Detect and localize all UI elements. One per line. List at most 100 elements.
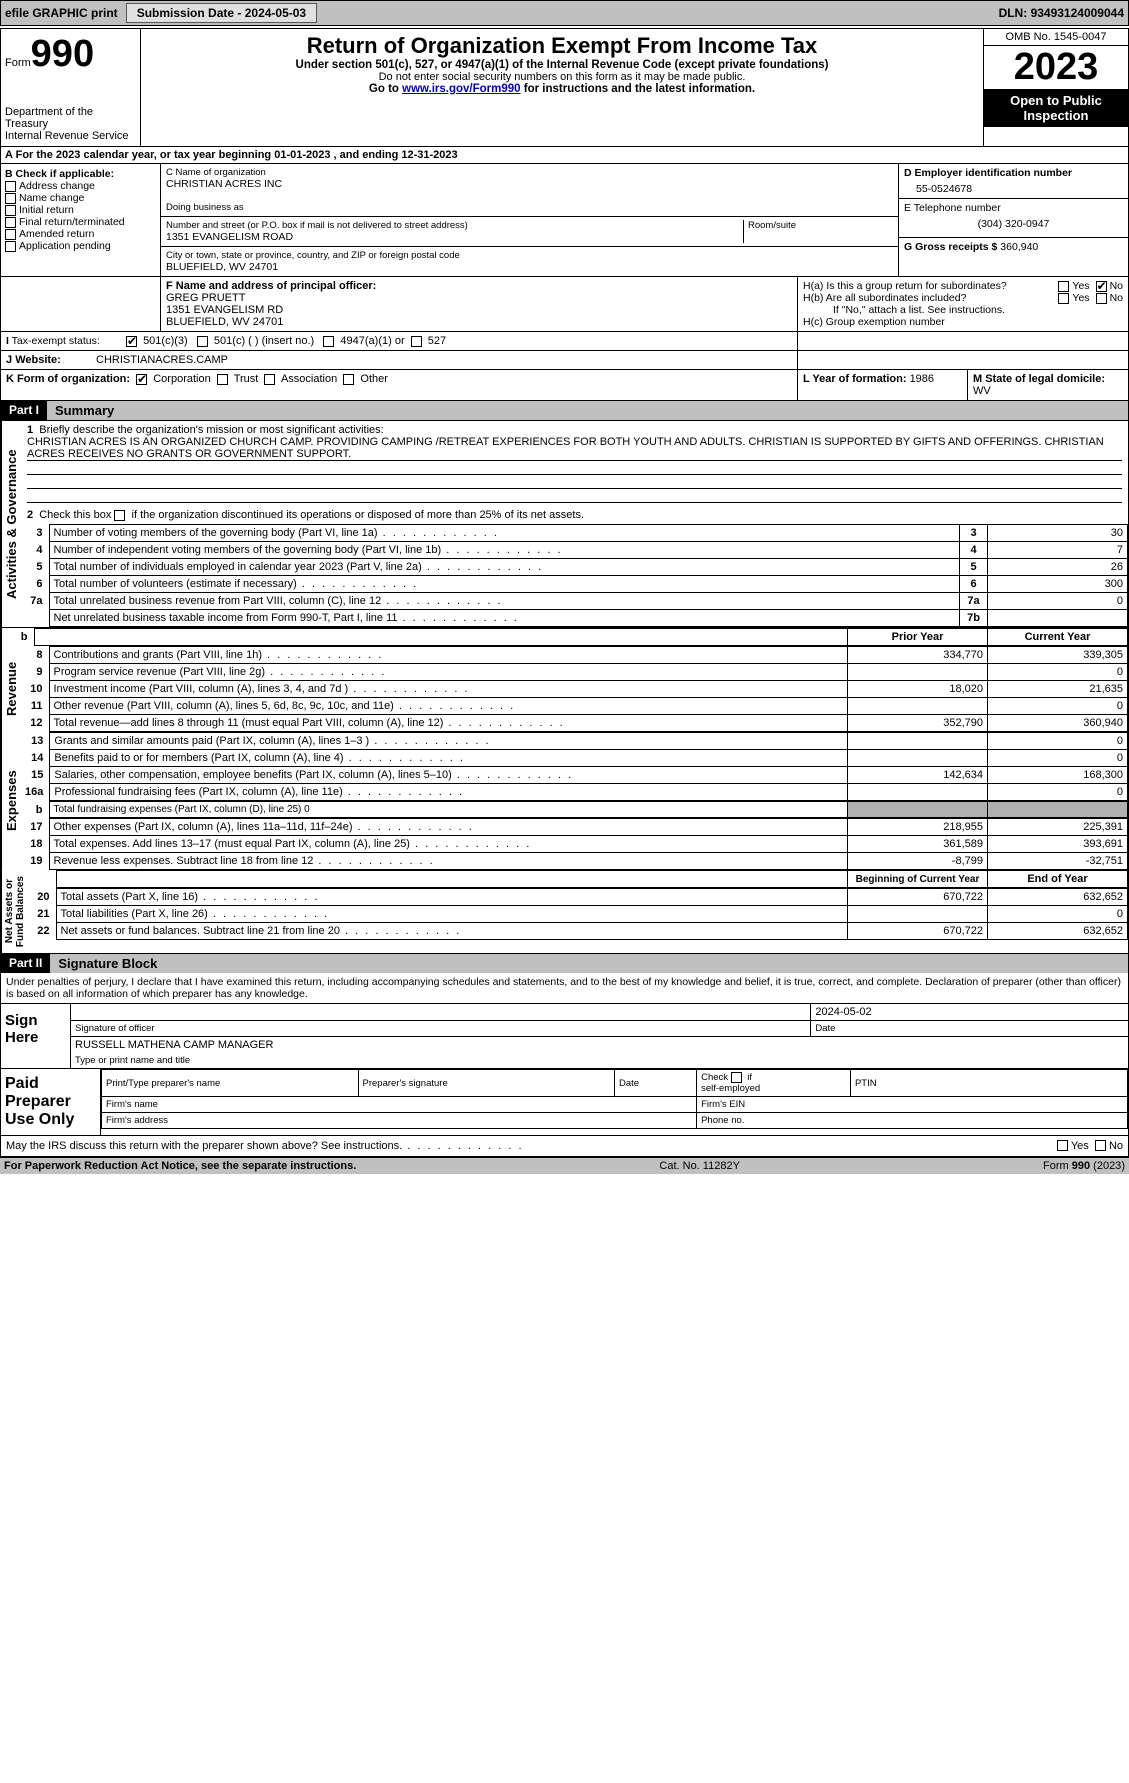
- gross-value: 360,940: [1000, 241, 1038, 253]
- form-id-block: Form990 Department of the Treasury Inter…: [1, 29, 141, 146]
- phone-label: E Telephone number: [904, 202, 1123, 214]
- vlabel-activities: Activities & Governance: [1, 421, 21, 627]
- summary-top-table: 3Number of voting members of the governi…: [21, 524, 1128, 627]
- chk-ha-yes[interactable]: [1058, 281, 1069, 292]
- line-2: 2 Check this box if the organization dis…: [21, 506, 1128, 524]
- chk-501c3[interactable]: [126, 336, 137, 347]
- vlabel-expenses: Expenses: [1, 732, 21, 870]
- chk-discuss-no[interactable]: [1095, 1140, 1106, 1151]
- org-name-label: C Name of organization: [166, 167, 893, 178]
- subtitle-3: Go to www.irs.gov/Form990 for instructio…: [145, 83, 979, 95]
- vlabel-netassets: Net Assets or Fund Balances: [1, 870, 28, 953]
- section-d-e-g: D Employer identification number 55-0524…: [898, 164, 1128, 276]
- submission-date-btn[interactable]: Submission Date - 2024-05-03: [126, 3, 317, 23]
- omb-no: OMB No. 1545-0047: [984, 29, 1128, 46]
- street-address: 1351 EVANGELISM ROAD: [166, 231, 743, 243]
- mission-text: CHRISTIAN ACRES IS AN ORGANIZED CHURCH C…: [27, 436, 1122, 461]
- chk-discuss-yes[interactable]: [1057, 1140, 1068, 1151]
- officer-addr1: 1351 EVANGELISM RD: [166, 304, 792, 316]
- year-block: OMB No. 1545-0047 2023 Open to Public In…: [983, 29, 1128, 146]
- efile-header: efile GRAPHIC print Submission Date - 20…: [0, 0, 1129, 26]
- phone-value: (304) 320-0947: [904, 214, 1123, 234]
- form-990: Form990 Department of the Treasury Inter…: [0, 28, 1129, 1157]
- part2-tag: Part II: [1, 954, 50, 973]
- officer-addr2: BLUEFIELD, WV 24701: [166, 316, 792, 328]
- officer-printed-name: RUSSELL MATHENA CAMP MANAGER: [71, 1037, 1128, 1054]
- pra-notice: For Paperwork Reduction Act Notice, see …: [4, 1160, 356, 1172]
- dba-label: Doing business as: [166, 202, 893, 213]
- title-block: Return of Organization Exempt From Incom…: [141, 29, 983, 146]
- chk-corp[interactable]: [136, 374, 147, 385]
- open-inspection: Open to Public Inspection: [984, 89, 1128, 127]
- section-m: M State of legal domicile:WV: [968, 370, 1128, 400]
- chk-hb-yes[interactable]: [1058, 293, 1069, 304]
- gross-label: G Gross receipts $: [904, 241, 1000, 253]
- hb-label: H(b) Are all subordinates included?: [803, 292, 1058, 304]
- netassets-table: 20Total assets (Part X, line 16)670,7226…: [28, 888, 1128, 940]
- chk-assoc[interactable]: [264, 374, 275, 385]
- chk-ha-no[interactable]: [1096, 281, 1107, 292]
- py-cy-header: bPrior YearCurrent Year: [6, 628, 1128, 646]
- chk-hb-no[interactable]: [1096, 293, 1107, 304]
- irs-link[interactable]: www.irs.gov/Form990: [402, 83, 520, 95]
- chk-final-return[interactable]: [5, 217, 16, 228]
- city-label: City or town, state or province, country…: [166, 250, 893, 261]
- expenses-table-2: 17Other expenses (Part IX, column (A), l…: [21, 818, 1128, 870]
- irs-discuss-row: May the IRS discuss this return with the…: [1, 1135, 1128, 1156]
- expenses-b-row: bTotal fundraising expenses (Part IX, co…: [21, 801, 1128, 818]
- vlabel-revenue: Revenue: [1, 646, 21, 732]
- section-f: F Name and address of principal officer:…: [161, 277, 798, 331]
- i-label: Tax-exempt status:: [12, 335, 100, 347]
- section-b: B Check if applicable: Address change Na…: [1, 164, 161, 276]
- irs-label: Internal Revenue Service: [5, 130, 136, 142]
- chk-501c[interactable]: [197, 336, 208, 347]
- chk-discontinued[interactable]: [114, 510, 125, 521]
- form-title: Return of Organization Exempt From Incom…: [145, 33, 979, 59]
- officer-name: GREG PRUETT: [166, 292, 792, 304]
- org-name: CHRISTIAN ACRES INC: [166, 178, 893, 190]
- section-l: L Year of formation: 1986: [798, 370, 968, 400]
- chk-4947[interactable]: [323, 336, 334, 347]
- tax-year: 2023: [984, 46, 1128, 89]
- section-h: H(a) Is this a group return for subordin…: [798, 277, 1128, 331]
- subtitle-2: Do not enter social security numbers on …: [145, 71, 979, 83]
- preparer-table: Print/Type preparer's name Preparer's si…: [101, 1069, 1128, 1129]
- website-value: CHRISTIANACRES.CAMP: [91, 351, 798, 369]
- sign-here-label: Sign Here: [1, 1004, 71, 1068]
- efile-label: efile GRAPHIC print: [5, 6, 118, 20]
- chk-other[interactable]: [343, 374, 354, 385]
- dln: DLN: 93493124009044: [999, 6, 1124, 20]
- paid-preparer-label: Paid Preparer Use Only: [1, 1069, 101, 1135]
- hb-note: If "No," attach a list. See instructions…: [803, 304, 1123, 316]
- room-label: Room/suite: [748, 220, 893, 231]
- form-ref: Form 990 (2023): [1043, 1160, 1125, 1172]
- ein-label: D Employer identification number: [904, 167, 1072, 179]
- dept-treasury: Department of the Treasury: [5, 106, 136, 130]
- chk-name-change[interactable]: [5, 193, 16, 204]
- website-label: Website:: [15, 354, 61, 366]
- chk-trust[interactable]: [217, 374, 228, 385]
- revenue-table: 8Contributions and grants (Part VIII, li…: [21, 646, 1128, 732]
- chk-amended[interactable]: [5, 229, 16, 240]
- chk-initial-return[interactable]: [5, 205, 16, 216]
- part1-tag: Part I: [1, 401, 47, 420]
- ein-value: 55-0524678: [904, 179, 1123, 195]
- cat-no: Cat. No. 11282Y: [659, 1160, 740, 1172]
- section-c: C Name of organization CHRISTIAN ACRES I…: [161, 164, 898, 276]
- sig-date: 2024-05-02: [811, 1004, 1128, 1021]
- page-footer: For Paperwork Reduction Act Notice, see …: [0, 1157, 1129, 1174]
- chk-self-employed[interactable]: [731, 1072, 742, 1083]
- part1-title: Summary: [47, 401, 1128, 420]
- chk-527[interactable]: [411, 336, 422, 347]
- expenses-table: 13Grants and similar amounts paid (Part …: [21, 732, 1128, 801]
- line-1: 1 Briefly describe the organization's mi…: [21, 421, 1128, 506]
- addr-label: Number and street (or P.O. box if mail i…: [166, 220, 743, 231]
- boy-eoy-header: Beginning of Current YearEnd of Year: [28, 870, 1128, 888]
- perjury-declaration: Under penalties of perjury, I declare th…: [1, 973, 1128, 1003]
- section-k: K Form of organization: Corporation Trus…: [1, 370, 798, 400]
- chk-app-pending[interactable]: [5, 241, 16, 252]
- chk-address-change[interactable]: [5, 181, 16, 192]
- city-state-zip: BLUEFIELD, WV 24701: [166, 261, 893, 273]
- part2-title: Signature Block: [50, 954, 1128, 973]
- hc-label: H(c) Group exemption number: [803, 316, 1123, 328]
